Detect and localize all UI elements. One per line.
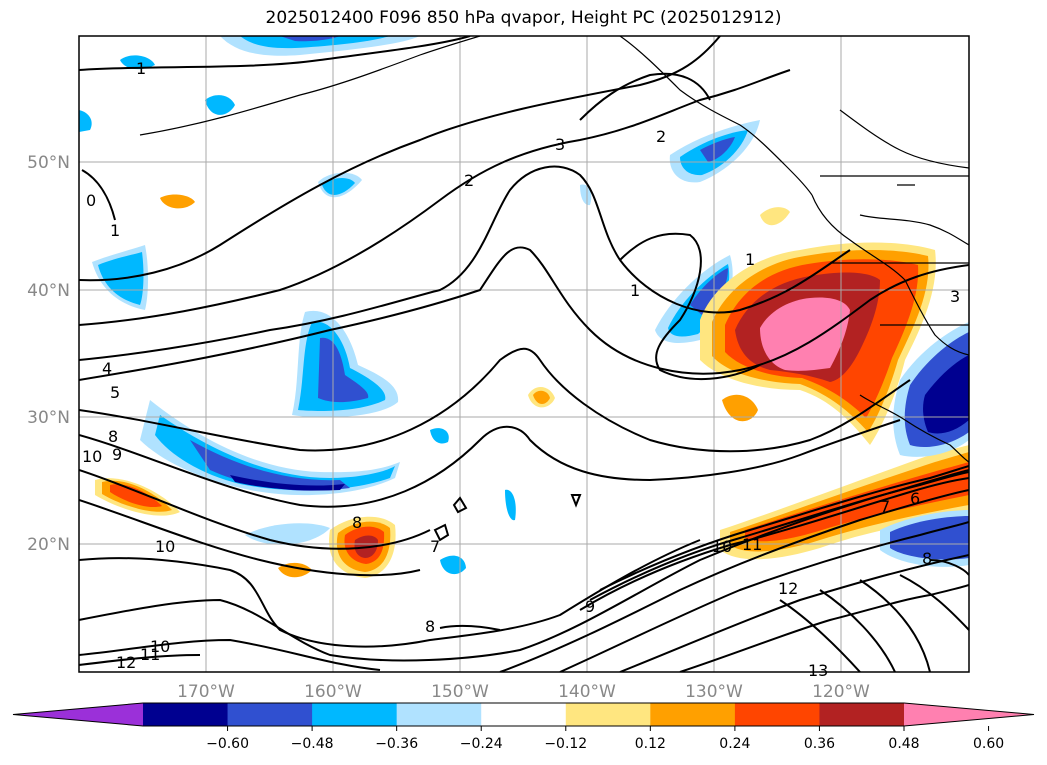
contour-label: 7 bbox=[880, 497, 890, 516]
contour-label: 1 bbox=[136, 59, 146, 78]
latitude-label: 20°N bbox=[27, 535, 70, 555]
colorbar-tick-label: −0.48 bbox=[291, 736, 334, 752]
contour-label: 8 bbox=[352, 513, 362, 532]
colorbar-outline bbox=[12, 702, 1035, 727]
plot-frame bbox=[78, 35, 970, 673]
longitude-label: 160°W bbox=[304, 682, 362, 702]
contour-labels: 1 0 1 2 3 2 1 1 3 4 5 8 9 10 8 7 10 8 9 … bbox=[82, 59, 960, 680]
contour-label: 1 bbox=[745, 250, 755, 269]
longitude-label: 170°W bbox=[177, 682, 235, 702]
colorbar-tick-label: 0.24 bbox=[719, 736, 750, 752]
colorbar-tick-label: −0.24 bbox=[460, 736, 503, 752]
colorbar-segment bbox=[734, 703, 820, 726]
height-contours bbox=[79, 36, 969, 672]
colorbar-tick-label: −0.36 bbox=[375, 736, 418, 752]
longitude-label: 140°W bbox=[558, 682, 616, 702]
longitude-label: 130°W bbox=[685, 682, 743, 702]
contour-label: 8 bbox=[108, 427, 118, 446]
latitude-label: 40°N bbox=[27, 281, 70, 301]
contour-label: 12 bbox=[116, 653, 136, 672]
contour-label: 1 bbox=[110, 221, 120, 240]
colorbar-segment bbox=[650, 703, 736, 726]
colorbar-segment bbox=[143, 703, 229, 726]
contour-label: 5 bbox=[110, 383, 120, 402]
colorbar-segment bbox=[396, 703, 482, 726]
latitude-labels: 50°N 40°N 30°N 20°N bbox=[27, 153, 70, 555]
contour-label: 3 bbox=[950, 287, 960, 306]
contour-label: 9 bbox=[112, 445, 122, 464]
contour-label: 2 bbox=[464, 171, 474, 190]
contour-label: 8 bbox=[922, 549, 932, 568]
contour-label: 10 bbox=[82, 447, 102, 466]
contour-label: 9 bbox=[585, 597, 595, 616]
contour-label: 2 bbox=[656, 127, 666, 146]
contour-label: 4 bbox=[102, 359, 112, 378]
longitude-label: 150°W bbox=[431, 682, 489, 702]
contour-label: 11 bbox=[742, 535, 762, 554]
colorbar-segment bbox=[227, 703, 313, 726]
latitude-label: 50°N bbox=[27, 153, 70, 173]
contour-label: 8 bbox=[425, 617, 435, 636]
coastlines bbox=[139, 36, 969, 463]
contour-label: 1 bbox=[630, 281, 640, 300]
colorbar-segment bbox=[481, 703, 567, 726]
contour-label: 0 bbox=[86, 191, 96, 210]
colorbar-segment bbox=[819, 703, 905, 726]
contour-label: 6 bbox=[910, 489, 920, 508]
longitude-label: 120°W bbox=[812, 682, 870, 702]
contour-label: 10 bbox=[150, 637, 170, 656]
contour-label: 3 bbox=[555, 135, 565, 154]
colorbar-tick-label: 0.12 bbox=[635, 736, 666, 752]
qvapor-shading bbox=[79, 36, 969, 578]
contour-label: 7 bbox=[430, 537, 440, 556]
colorbar-segment bbox=[565, 703, 651, 726]
colorbar-tick-label: 0.60 bbox=[973, 736, 1004, 752]
colorbar-tick-label: −0.12 bbox=[544, 736, 587, 752]
colorbar-tick-label: 0.48 bbox=[888, 736, 919, 752]
longitude-labels: 170°W 160°W 150°W 140°W 130°W 120°W bbox=[177, 682, 870, 702]
colorbar-tick-label: −0.60 bbox=[206, 736, 249, 752]
colorbar-extend-high bbox=[904, 703, 1034, 726]
colorbar: −0.60 −0.48 −0.36 −0.24 −0.12 0.12 0.24 0.36 0.4… bbox=[12, 702, 1035, 752]
contour-label: 13 bbox=[808, 661, 828, 680]
map-title: 2025012400 F096 850 hPa qvapor, Height P… bbox=[265, 8, 782, 28]
graticule bbox=[79, 36, 969, 672]
colorbar-tick-label: 0.36 bbox=[804, 736, 835, 752]
colorbar-segment bbox=[312, 703, 398, 726]
latitude-label: 30°N bbox=[27, 408, 70, 428]
contour-label: 10 bbox=[155, 537, 175, 556]
contour-label: 10 bbox=[712, 537, 732, 556]
contour-label: 12 bbox=[778, 579, 798, 598]
colorbar-extend-low bbox=[13, 703, 143, 726]
contour-label: 11 bbox=[140, 645, 160, 664]
